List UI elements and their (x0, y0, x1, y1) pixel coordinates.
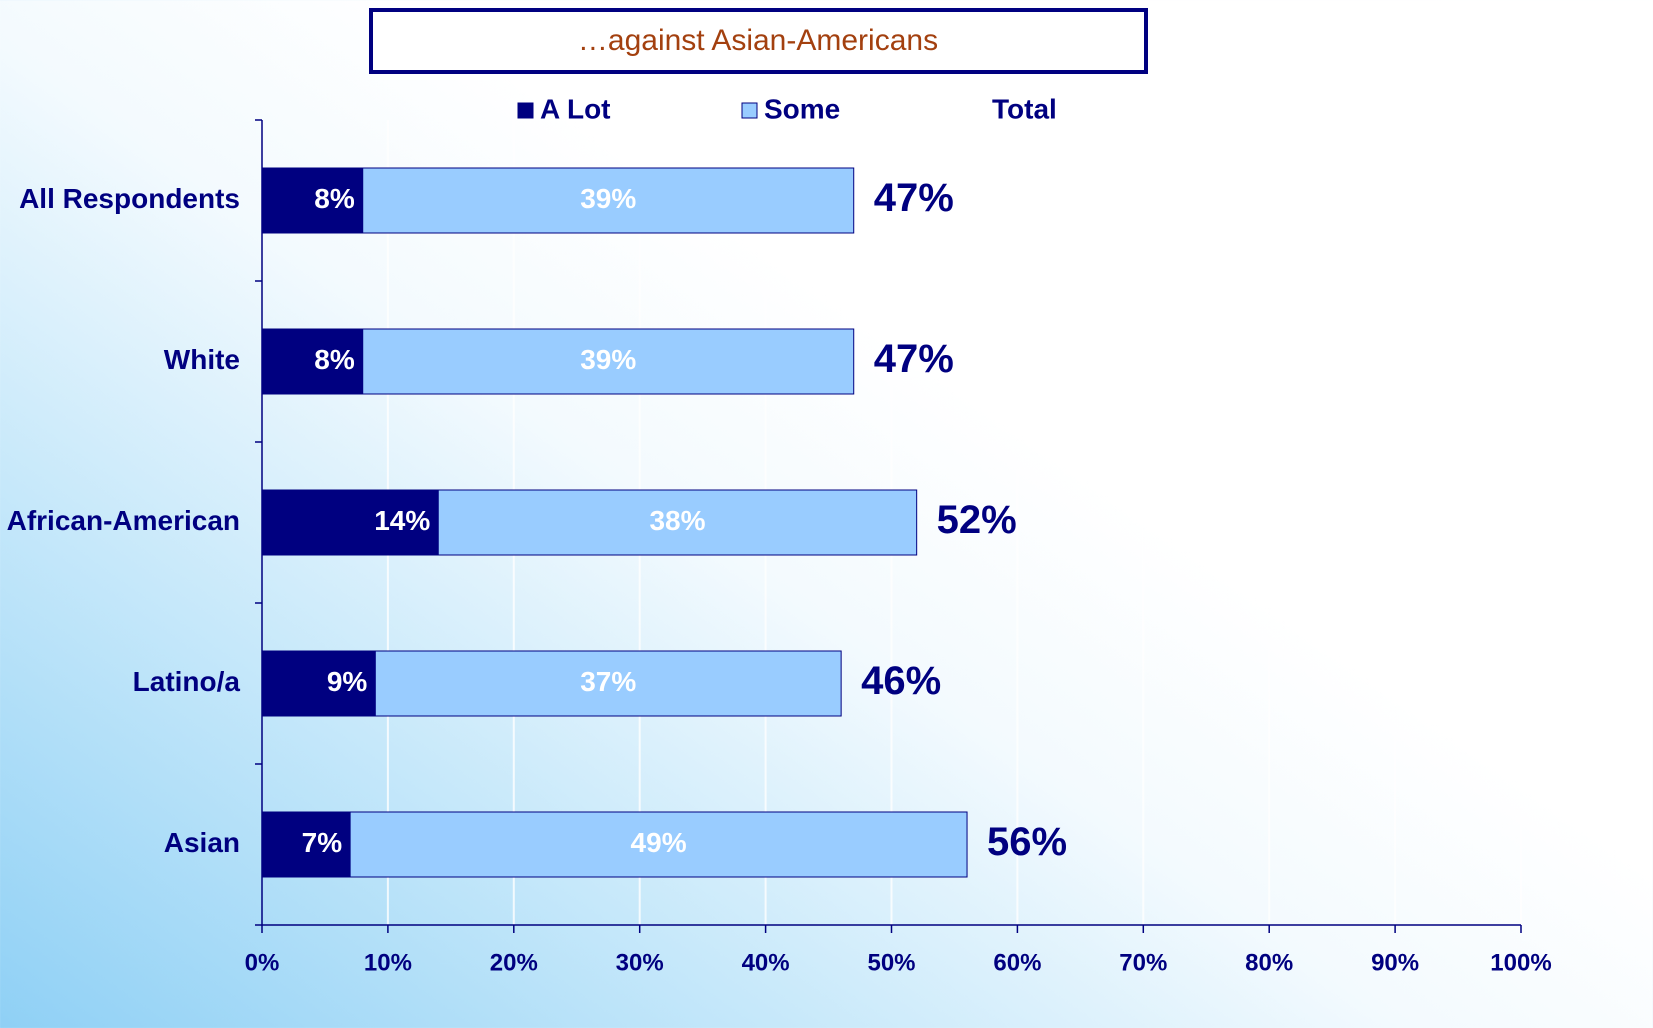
title-box (369, 8, 1148, 74)
x-tick-label: 30% (616, 949, 664, 976)
x-tick-label: 20% (490, 949, 538, 976)
bar-segment (261, 650, 376, 717)
y-tick-label: All Respondents (19, 183, 240, 214)
legend-label: Some (764, 93, 840, 124)
y-tick-label: Latino/a (133, 666, 241, 697)
legend-label: Total (992, 93, 1057, 124)
legend-swatch (517, 102, 534, 119)
x-tick-label: 40% (742, 949, 790, 976)
bar-segment (362, 167, 855, 234)
value-label: 14% (374, 505, 430, 536)
value-label: 39% (580, 183, 636, 214)
bar-segment (349, 811, 968, 878)
bar-segment (362, 328, 855, 395)
x-tick-label: 0% (245, 949, 280, 976)
value-label: 8% (314, 183, 355, 214)
value-label: 38% (649, 505, 705, 536)
total-label: 47% (874, 337, 954, 381)
x-tick-label: 50% (867, 949, 915, 976)
bar-segment (374, 650, 842, 717)
bar-segment (261, 489, 439, 556)
total-label: 46% (861, 659, 941, 703)
y-tick-label: African-American (7, 505, 240, 536)
value-label: 9% (327, 666, 368, 697)
x-tick-label: 70% (1119, 949, 1167, 976)
y-tick-label: White (164, 344, 240, 375)
value-label: 37% (580, 666, 636, 697)
x-tick-label: 90% (1371, 949, 1419, 976)
bar-segment (261, 811, 351, 878)
value-label: 8% (314, 344, 355, 375)
bar-segment (261, 167, 364, 234)
total-label: 56% (987, 820, 1067, 864)
value-label: 49% (631, 827, 687, 858)
chart-title: …against Asian-Americans (578, 24, 938, 57)
value-label: 39% (580, 344, 636, 375)
x-tick-label: 80% (1245, 949, 1293, 976)
x-tick-label: 100% (1490, 949, 1551, 976)
value-label: 7% (302, 827, 343, 858)
bar-segment (437, 489, 918, 556)
bar-segment (261, 328, 364, 395)
y-tick-label: Asian (164, 827, 240, 858)
total-label: 52% (937, 498, 1017, 542)
legend-swatch (741, 102, 758, 119)
total-label: 47% (874, 176, 954, 220)
legend-label: A Lot (540, 93, 611, 124)
x-tick-label: 60% (993, 949, 1041, 976)
x-tick-label: 10% (364, 949, 412, 976)
